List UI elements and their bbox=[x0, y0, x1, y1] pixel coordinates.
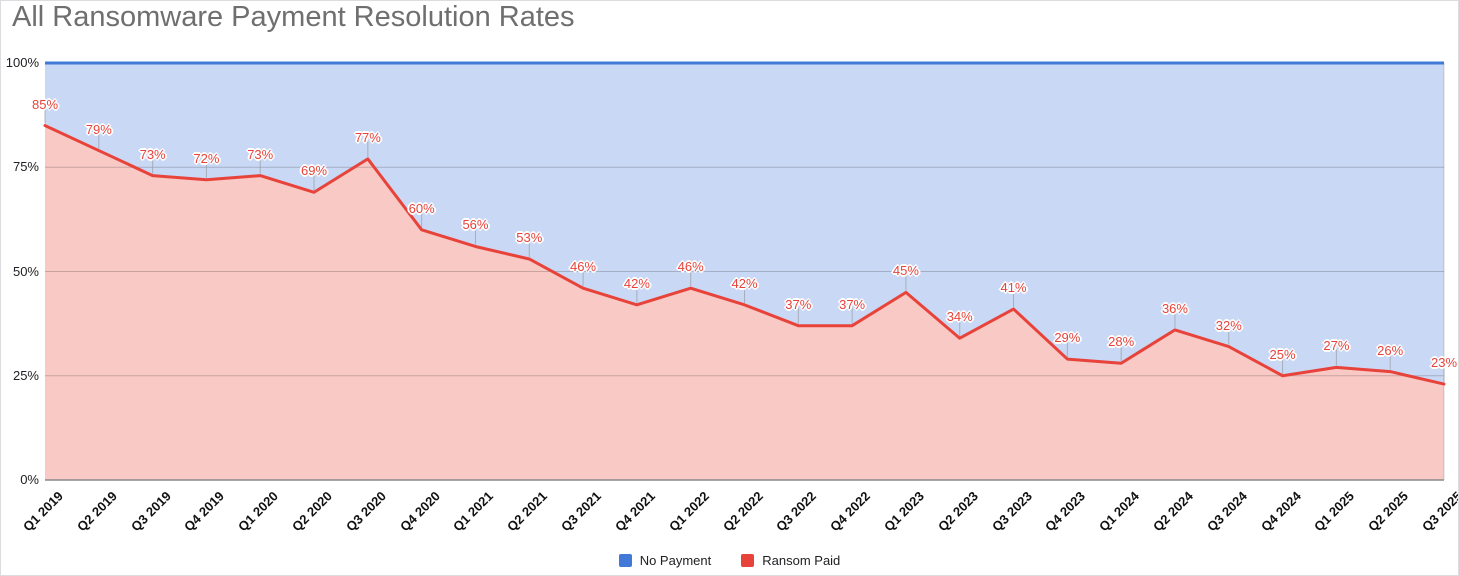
data-point-label: 46% bbox=[677, 259, 704, 275]
data-point-label: 26% bbox=[1377, 342, 1404, 358]
legend-swatch-icon bbox=[618, 553, 632, 567]
legend-label: No Payment bbox=[639, 552, 712, 568]
ransom-paid-area bbox=[45, 125, 1444, 481]
legend-item: Ransom Paid bbox=[741, 553, 840, 568]
data-point-label: 42% bbox=[731, 275, 758, 291]
data-point-label: 77% bbox=[354, 129, 381, 145]
y-axis-label: 0% bbox=[20, 472, 39, 487]
data-point-label: 27% bbox=[1323, 338, 1350, 354]
data-point-label: 25% bbox=[1269, 346, 1296, 362]
data-point-label: 34% bbox=[946, 309, 973, 325]
data-point-label: 73% bbox=[139, 146, 166, 162]
data-point-label: 85% bbox=[31, 96, 59, 112]
chart-title: All Ransomware Payment Resolution Rates bbox=[12, 1, 575, 33]
legend-label: Ransom Paid bbox=[762, 552, 841, 568]
chart-legend: No Payment Ransom Paid bbox=[1, 549, 1458, 571]
data-point-label: 79% bbox=[85, 121, 112, 137]
legend-swatch-icon bbox=[741, 553, 755, 567]
y-axis-label: 50% bbox=[12, 263, 39, 279]
y-axis-label: 25% bbox=[12, 367, 39, 383]
data-point-label: 72% bbox=[193, 150, 220, 166]
data-point-label: 46% bbox=[570, 259, 597, 275]
data-point-label: 32% bbox=[1215, 317, 1242, 333]
data-point-label: 23% bbox=[1430, 355, 1458, 371]
legend-item: No Payment bbox=[618, 552, 712, 568]
data-point-label: 37% bbox=[839, 296, 866, 312]
data-point-label: 73% bbox=[247, 146, 274, 162]
data-point-label: 41% bbox=[1000, 280, 1027, 296]
data-point-label: 42% bbox=[623, 275, 650, 291]
data-point-label: 37% bbox=[785, 296, 812, 312]
ransom-paid-line bbox=[43, 124, 1446, 386]
data-point-label: 60% bbox=[408, 200, 435, 216]
data-point-label: 36% bbox=[1161, 300, 1188, 316]
data-point-label: 29% bbox=[1054, 330, 1081, 346]
data-point-label: 56% bbox=[462, 217, 489, 233]
data-point-label: 69% bbox=[301, 163, 328, 179]
data-point-label: 45% bbox=[892, 263, 919, 279]
data-point-label: 28% bbox=[1108, 334, 1135, 350]
y-axis-label: 75% bbox=[12, 159, 39, 175]
y-axis-label: 100% bbox=[5, 55, 39, 70]
data-point-label: 53% bbox=[516, 229, 543, 245]
